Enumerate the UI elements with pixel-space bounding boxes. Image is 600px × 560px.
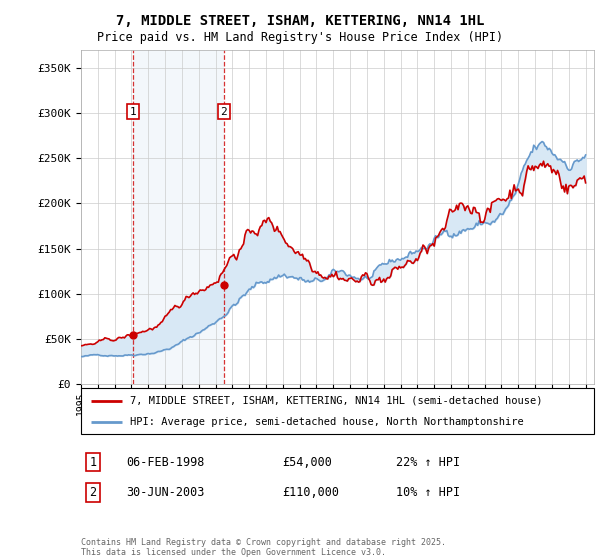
Text: £54,000: £54,000 [282,455,332,469]
Text: 06-FEB-1998: 06-FEB-1998 [126,455,205,469]
Bar [133,50,224,384]
Text: 7, MIDDLE STREET, ISHAM, KETTERING, NN14 1HL: 7, MIDDLE STREET, ISHAM, KETTERING, NN14… [116,14,484,28]
Text: 30-JUN-2003: 30-JUN-2003 [126,486,205,500]
Text: HPI: Average price, semi-detached house, North Northamptonshire: HPI: Average price, semi-detached house,… [130,417,523,427]
Text: 1: 1 [89,455,97,469]
Text: 2: 2 [89,486,97,500]
Text: Price paid vs. HM Land Registry's House Price Index (HPI): Price paid vs. HM Land Registry's House … [97,31,503,44]
Text: 2: 2 [221,106,227,116]
Text: £110,000: £110,000 [282,486,339,500]
Text: 7, MIDDLE STREET, ISHAM, KETTERING, NN14 1HL (semi-detached house): 7, MIDDLE STREET, ISHAM, KETTERING, NN14… [130,396,542,406]
Text: 1: 1 [130,106,136,116]
Text: 10% ↑ HPI: 10% ↑ HPI [396,486,460,500]
Text: 22% ↑ HPI: 22% ↑ HPI [396,455,460,469]
Text: Contains HM Land Registry data © Crown copyright and database right 2025.
This d: Contains HM Land Registry data © Crown c… [81,538,446,557]
